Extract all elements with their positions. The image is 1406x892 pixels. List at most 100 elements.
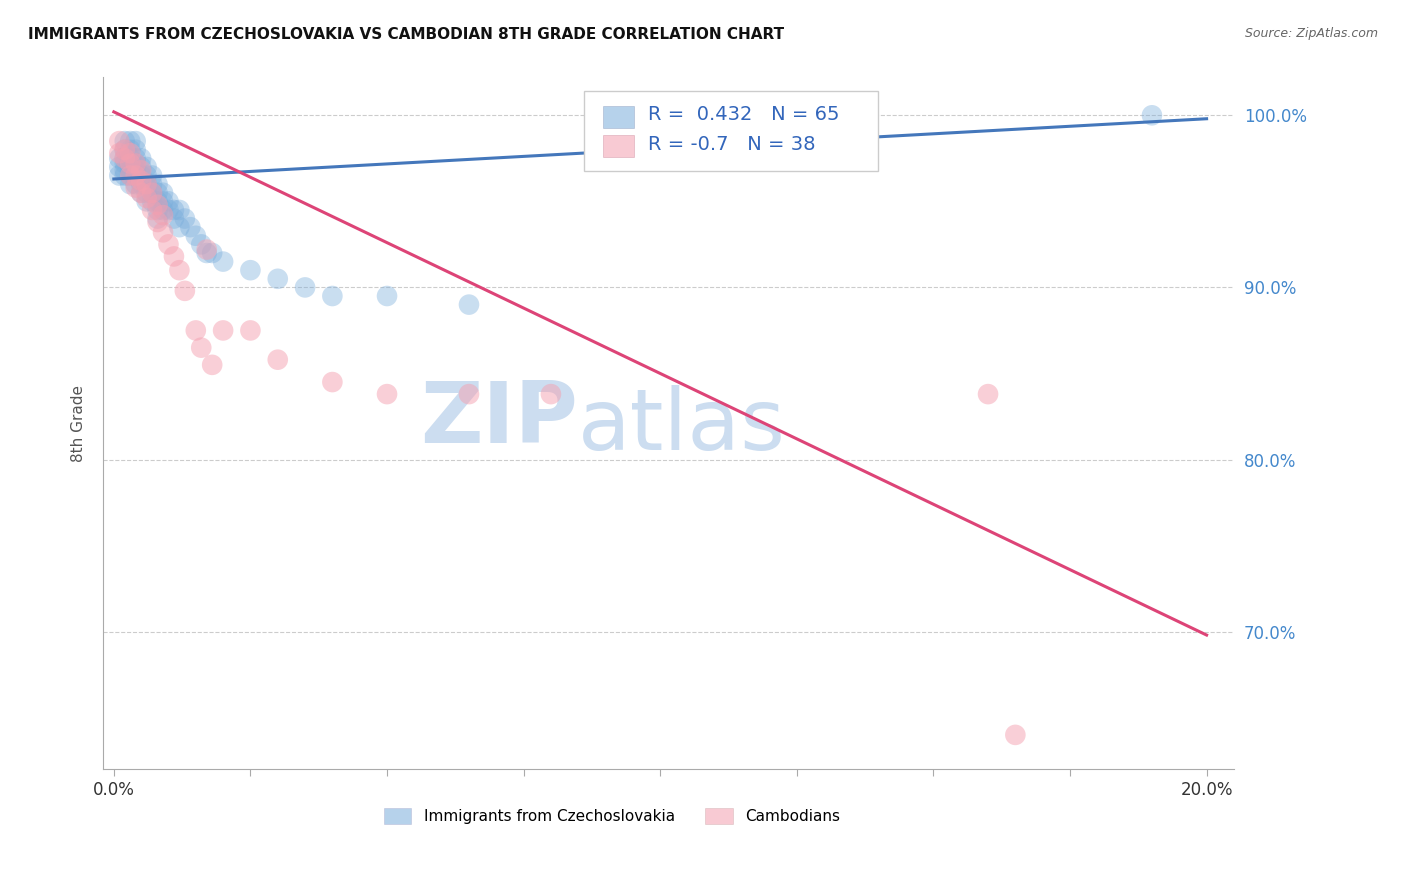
Point (195, 246, 218, 260)
Point (321, 289, 343, 303)
Point (114, 151, 136, 165)
Point (173, 211, 195, 226)
Point (135, 177, 157, 191)
Point (114, 163, 136, 178)
Point (141, 186, 163, 200)
Text: ZIP: ZIP (420, 378, 578, 461)
Point (169, 220, 191, 235)
Point (141, 202, 163, 217)
Bar (603, 135, 634, 157)
Point (146, 211, 169, 226)
FancyBboxPatch shape (583, 91, 877, 171)
Point (135, 177, 157, 191)
Point (212, 323, 235, 337)
Point (146, 194, 169, 209)
Point (201, 246, 224, 260)
Point (108, 151, 131, 165)
Point (201, 358, 224, 372)
Point (540, 387, 562, 401)
Point (125, 156, 148, 170)
Point (152, 202, 174, 217)
Point (157, 194, 180, 209)
Point (120, 143, 142, 157)
Point (108, 134, 131, 148)
Point (135, 160, 157, 174)
Point (141, 194, 163, 209)
Point (169, 263, 191, 277)
Point (129, 186, 152, 200)
Point (114, 151, 136, 165)
Point (108, 160, 131, 174)
Point (321, 375, 343, 389)
Point (152, 194, 174, 209)
Point (114, 143, 136, 157)
Point (114, 143, 136, 157)
Point (146, 177, 169, 191)
Point (120, 151, 142, 165)
Point (173, 284, 195, 298)
Point (125, 143, 148, 157)
Point (179, 220, 201, 235)
Text: R =  0.432   N = 65: R = 0.432 N = 65 (648, 104, 839, 124)
Point (114, 169, 136, 183)
Point (129, 177, 152, 191)
Point (141, 177, 163, 191)
Point (184, 228, 207, 243)
Point (146, 215, 169, 229)
Point (163, 202, 186, 217)
Point (120, 169, 142, 183)
Point (129, 160, 152, 174)
Point (1140, 108, 1163, 122)
Point (146, 202, 169, 217)
Point (152, 225, 174, 239)
Point (190, 237, 212, 252)
Point (458, 298, 481, 312)
Point (120, 177, 142, 191)
Bar (603, 106, 634, 128)
Point (239, 263, 262, 277)
Point (267, 272, 290, 286)
Point (135, 191, 157, 205)
Point (108, 146, 131, 161)
Text: R = -0.7   N = 38: R = -0.7 N = 38 (648, 135, 815, 154)
Point (120, 163, 142, 178)
Point (125, 156, 148, 170)
Point (239, 323, 262, 337)
Point (141, 169, 163, 183)
Point (125, 134, 148, 148)
Legend: Immigrants from Czechoslovakia, Cambodians: Immigrants from Czechoslovakia, Cambodia… (384, 808, 839, 824)
Point (375, 387, 398, 401)
Point (129, 174, 152, 188)
Point (169, 202, 191, 217)
Point (120, 169, 142, 183)
Point (135, 169, 157, 183)
Point (120, 156, 142, 170)
Point (1004, 728, 1026, 742)
Point (152, 186, 174, 200)
Point (129, 163, 152, 178)
Text: IMMIGRANTS FROM CZECHOSLOVAKIA VS CAMBODIAN 8TH GRADE CORRELATION CHART: IMMIGRANTS FROM CZECHOSLOVAKIA VS CAMBOD… (28, 27, 785, 42)
Point (120, 156, 142, 170)
Point (184, 323, 207, 337)
Point (146, 186, 169, 200)
Point (129, 169, 152, 183)
Point (120, 134, 142, 148)
Point (212, 254, 235, 268)
Point (114, 156, 136, 170)
Point (267, 352, 290, 367)
Point (157, 237, 180, 252)
Point (163, 249, 186, 263)
Point (135, 194, 157, 209)
Point (146, 198, 169, 212)
Point (135, 186, 157, 200)
Point (977, 387, 1000, 401)
Point (114, 134, 136, 148)
Point (125, 180, 148, 194)
Point (125, 163, 148, 178)
Point (190, 341, 212, 355)
Y-axis label: 8th Grade: 8th Grade (72, 384, 86, 462)
Point (125, 169, 148, 183)
Point (458, 387, 481, 401)
Point (129, 151, 152, 165)
Point (294, 280, 316, 294)
